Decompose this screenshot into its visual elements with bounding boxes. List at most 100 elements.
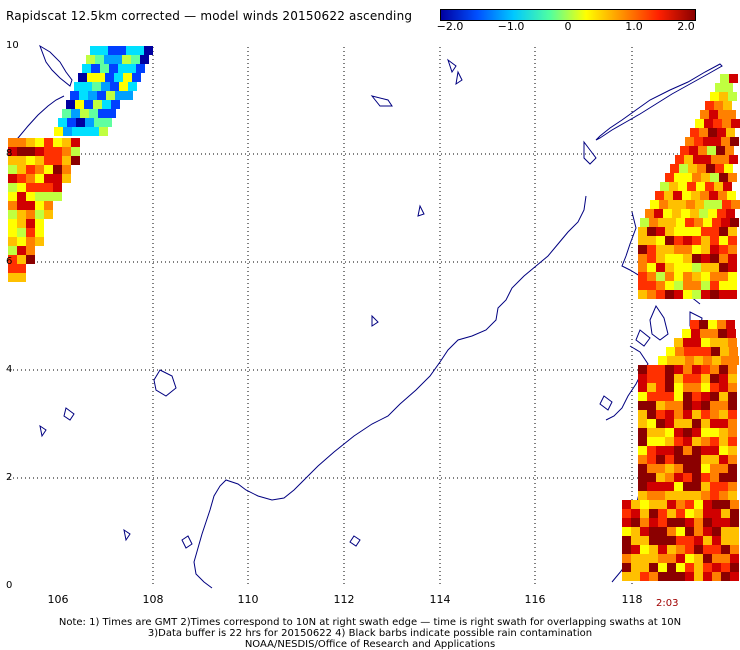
wind-cell — [640, 218, 649, 227]
wind-cell — [703, 356, 712, 365]
wind-cell — [683, 464, 692, 473]
wind-cell — [683, 245, 692, 254]
wind-cell — [712, 137, 721, 146]
wind-cell — [726, 209, 735, 218]
wind-cell — [622, 518, 631, 527]
wind-cell — [719, 236, 728, 245]
wind-cell — [719, 419, 728, 428]
wind-cell — [638, 281, 647, 290]
wind-cell — [714, 101, 723, 110]
wind-cell — [701, 281, 710, 290]
wind-cell — [649, 527, 658, 536]
colorbar-tick-label: 0 — [564, 20, 572, 33]
wind-cell — [710, 374, 719, 383]
wind-cell — [665, 254, 674, 263]
wind-cell — [728, 482, 737, 491]
wind-cell — [704, 200, 713, 209]
wind-cell — [706, 164, 715, 173]
wind-cell — [703, 545, 712, 554]
wind-cell — [667, 545, 676, 554]
wind-cell — [80, 109, 89, 118]
wind-cell — [703, 572, 712, 581]
wind-cell — [44, 174, 53, 183]
wind-cell — [712, 518, 721, 527]
wind-cell — [719, 446, 728, 455]
wind-cell — [656, 227, 665, 236]
wind-cell — [685, 218, 694, 227]
swath-time-label: 2:03 — [656, 598, 679, 609]
wind-cell — [131, 55, 140, 64]
wind-cell — [674, 254, 683, 263]
wind-cell — [622, 563, 631, 572]
wind-cell — [638, 383, 647, 392]
wind-cell — [692, 401, 701, 410]
wind-cell — [719, 401, 728, 410]
wind-cell — [638, 482, 647, 491]
wind-cell — [665, 401, 674, 410]
wind-cell — [727, 329, 736, 338]
wind-cell — [717, 128, 726, 137]
wind-cell — [44, 165, 53, 174]
wind-cell — [667, 527, 676, 536]
wind-cell — [719, 173, 728, 182]
wind-cell — [26, 174, 35, 183]
wind-cell — [647, 263, 656, 272]
wind-cell — [718, 110, 727, 119]
wind-cell — [647, 437, 656, 446]
wind-cell — [728, 245, 737, 254]
wind-cell — [687, 182, 696, 191]
wind-cell — [721, 527, 730, 536]
wind-cell — [721, 509, 730, 518]
wind-cell — [717, 320, 726, 329]
wind-cell — [722, 119, 731, 128]
wind-cell — [724, 83, 733, 92]
wind-cell — [668, 200, 677, 209]
wind-cell — [26, 246, 35, 255]
wind-cell — [676, 356, 685, 365]
wind-cell — [656, 236, 665, 245]
wind-cell — [694, 527, 703, 536]
wind-cell — [658, 356, 667, 365]
wind-cell — [26, 192, 35, 201]
wind-cell — [665, 272, 674, 281]
wind-cell — [8, 174, 17, 183]
wind-cell — [647, 374, 656, 383]
wind-cell — [103, 118, 112, 127]
wind-cell — [701, 455, 710, 464]
wind-cell — [100, 64, 109, 73]
wind-cell — [44, 210, 53, 219]
wind-cell — [688, 164, 697, 173]
wind-cell — [710, 281, 719, 290]
wind-cell — [35, 174, 44, 183]
wind-cell — [703, 500, 712, 509]
wind-cell — [676, 563, 685, 572]
wind-cell — [647, 401, 656, 410]
wind-cell — [8, 201, 17, 210]
wind-cell — [721, 545, 730, 554]
wind-cell — [728, 281, 737, 290]
wind-cell — [719, 383, 728, 392]
wind-cell — [26, 255, 35, 264]
wind-cell — [78, 73, 87, 82]
wind-cell — [694, 572, 703, 581]
wind-cell — [692, 419, 701, 428]
wind-cell — [640, 527, 649, 536]
wind-cell — [649, 218, 658, 227]
wind-cell — [683, 482, 692, 491]
wind-cell — [720, 74, 729, 83]
wind-cell — [682, 329, 691, 338]
wind-cell — [728, 365, 737, 374]
wind-cell — [54, 127, 63, 136]
wind-cell — [8, 219, 17, 228]
wind-cell — [730, 572, 739, 581]
wind-cell — [720, 347, 729, 356]
wind-cell — [710, 245, 719, 254]
wind-cell — [703, 536, 712, 545]
wind-cell — [685, 554, 694, 563]
wind-cell — [712, 563, 721, 572]
wind-cell — [647, 446, 656, 455]
wind-cell — [667, 554, 676, 563]
wind-cell — [656, 290, 665, 299]
wind-cell — [685, 563, 694, 572]
